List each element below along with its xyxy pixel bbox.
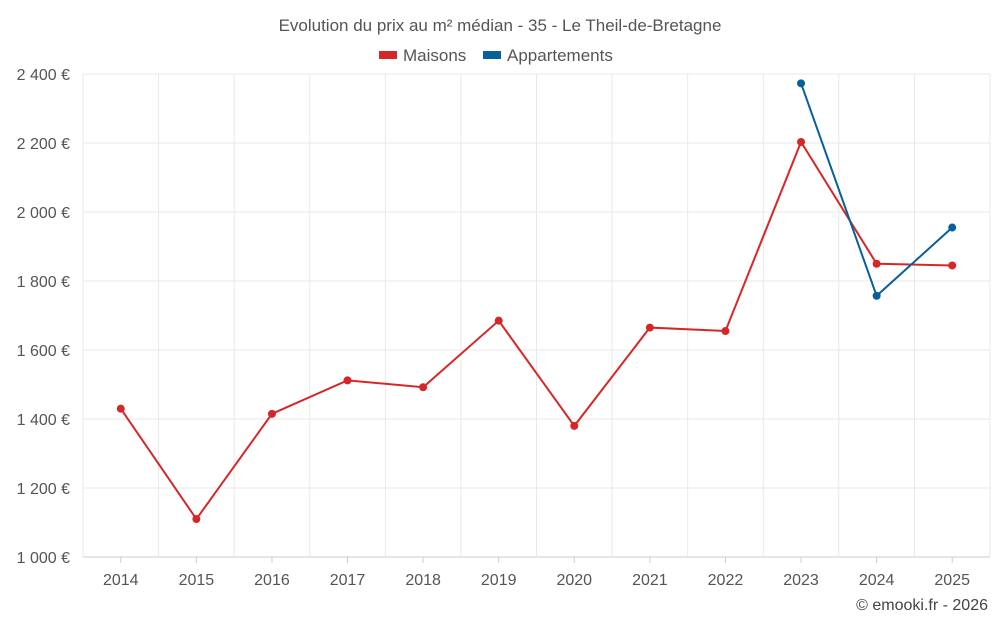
data-point[interactable] [116,404,125,413]
data-point[interactable] [872,291,881,300]
data-point[interactable] [192,515,201,524]
data-point[interactable] [267,409,276,418]
x-tick-label: 2018 [405,572,441,589]
data-point[interactable] [721,327,730,336]
series-line [119,139,953,521]
x-tick-label: 2014 [103,572,139,589]
y-tick-label: 1 200 € [17,481,70,498]
data-point[interactable] [797,79,806,88]
legend: Maisons Appartements [379,46,613,65]
legend-label[interactable]: Appartements [507,46,613,65]
data-point[interactable] [797,137,806,146]
grid [82,73,991,563]
x-tick-label: 2015 [179,572,215,589]
legend-label[interactable]: Maisons [403,46,466,65]
x-tick-label: 2020 [556,572,592,589]
series [116,79,957,524]
legend-swatch [483,51,501,59]
x-tick-label: 2025 [934,572,970,589]
x-tick-label: 2019 [481,572,517,589]
credit-text: © emooki.fr - 2026 [856,597,988,614]
series-appartements [797,79,957,300]
x-tick-label: 2023 [783,572,819,589]
x-tick-label: 2022 [708,572,744,589]
x-tick-label: 2016 [254,572,290,589]
y-tick-label: 1 800 € [17,274,70,291]
data-point[interactable] [872,259,881,268]
x-axis-ticks: 2014 2015 2016 2017 2018 2019 2020 2021 2022 2023… [103,572,970,589]
x-tick-label: 2017 [330,572,366,589]
y-tick-label: 2 000 € [17,205,70,222]
x-tick-label: 2021 [632,572,668,589]
series-maisons [116,137,957,524]
data-point[interactable] [948,223,957,232]
y-tick-label: 1 400 € [17,412,70,429]
x-tick-label: 2024 [859,572,895,589]
legend-swatch [379,51,397,59]
data-point[interactable] [570,421,579,430]
data-point[interactable] [645,323,654,332]
y-tick-label: 1 600 € [17,343,70,360]
data-point[interactable] [419,383,428,392]
data-point[interactable] [948,261,957,270]
y-axis-ticks: 1 000 € 1 200 € 1 400 € 1 600 € 1 800 € 2 000… [17,67,70,567]
data-point[interactable] [494,316,503,325]
chart-title: Evolution du prix au m² médian - 35 - Le… [279,16,722,35]
data-point[interactable] [343,376,352,385]
y-tick-label: 1 000 € [17,550,70,567]
y-tick-label: 2 200 € [17,136,70,153]
y-tick-label: 2 400 € [17,67,70,84]
